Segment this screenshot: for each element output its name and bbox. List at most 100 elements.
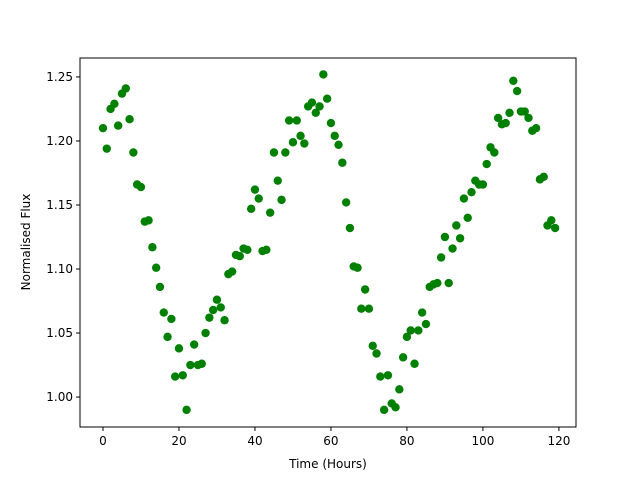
point [151, 263, 161, 272]
point [353, 263, 362, 272]
point [334, 140, 343, 150]
point [265, 208, 275, 217]
x-tick-label: 20 [171, 434, 186, 448]
point [444, 278, 453, 288]
point [509, 76, 518, 85]
point [364, 304, 374, 313]
point [148, 243, 157, 252]
point [547, 216, 556, 225]
point [167, 314, 176, 324]
x-tick-label: 40 [247, 434, 262, 448]
point [463, 213, 472, 222]
point [478, 180, 488, 189]
point [262, 245, 271, 254]
point [159, 308, 168, 317]
point [144, 216, 153, 225]
point [281, 148, 290, 157]
point [235, 251, 244, 261]
point [292, 116, 301, 125]
x-axis-label: Time (Hours) [288, 457, 367, 471]
point [129, 148, 138, 157]
point [182, 405, 191, 415]
point [357, 304, 366, 313]
point [505, 108, 514, 117]
point [501, 118, 510, 128]
point [406, 326, 415, 335]
point [250, 185, 260, 194]
point [102, 144, 111, 153]
point [277, 195, 286, 205]
point [539, 172, 548, 182]
point [307, 98, 317, 107]
point [322, 94, 332, 103]
point [205, 313, 214, 322]
point [531, 123, 541, 133]
point [402, 332, 412, 342]
point [512, 86, 522, 96]
point [440, 232, 450, 242]
point [319, 70, 328, 79]
y-tick-label: 1.20 [46, 134, 73, 148]
axes-frame [79, 57, 577, 428]
point [121, 84, 130, 93]
point [98, 123, 108, 133]
point [208, 305, 218, 315]
point [315, 102, 324, 111]
point [269, 148, 279, 157]
point [493, 113, 503, 123]
y-axis-label: Normalised Flux [19, 194, 33, 291]
point [243, 245, 252, 254]
point [391, 403, 400, 412]
point [227, 267, 237, 276]
point [178, 371, 187, 380]
y-tick-label: 1.10 [46, 262, 73, 276]
point [372, 349, 381, 358]
point [284, 116, 294, 125]
point [410, 359, 419, 368]
point [395, 385, 404, 394]
point [110, 99, 119, 109]
point [212, 295, 222, 304]
point [273, 176, 282, 185]
y-tick-label: 1.25 [46, 70, 73, 84]
point [246, 204, 256, 214]
point [490, 148, 499, 157]
x-tick-label: 100 [471, 434, 494, 448]
point [125, 115, 134, 124]
point [220, 316, 229, 325]
point [288, 138, 298, 147]
x-tick-label: 120 [547, 434, 570, 448]
x-tick-label: 60 [323, 434, 338, 448]
point [433, 278, 442, 288]
point [520, 107, 529, 116]
point [155, 282, 165, 292]
point [311, 108, 320, 117]
point [379, 405, 389, 415]
point [436, 253, 446, 262]
point [170, 372, 180, 381]
point [174, 344, 184, 353]
point [524, 113, 533, 123]
point [398, 353, 408, 362]
point [216, 303, 225, 312]
point [300, 139, 309, 148]
point [254, 194, 263, 203]
point [189, 340, 199, 349]
point [368, 341, 377, 351]
point [383, 371, 393, 380]
point [360, 285, 370, 294]
point [448, 244, 457, 253]
point [459, 194, 469, 203]
point [338, 158, 347, 167]
point [467, 187, 476, 197]
point [345, 223, 355, 233]
point [341, 198, 351, 207]
point [296, 131, 305, 141]
x-tick-label: 0 [99, 434, 107, 448]
x-tick-label: 80 [399, 434, 414, 448]
point [136, 182, 146, 192]
point [113, 121, 123, 130]
point [421, 319, 431, 329]
